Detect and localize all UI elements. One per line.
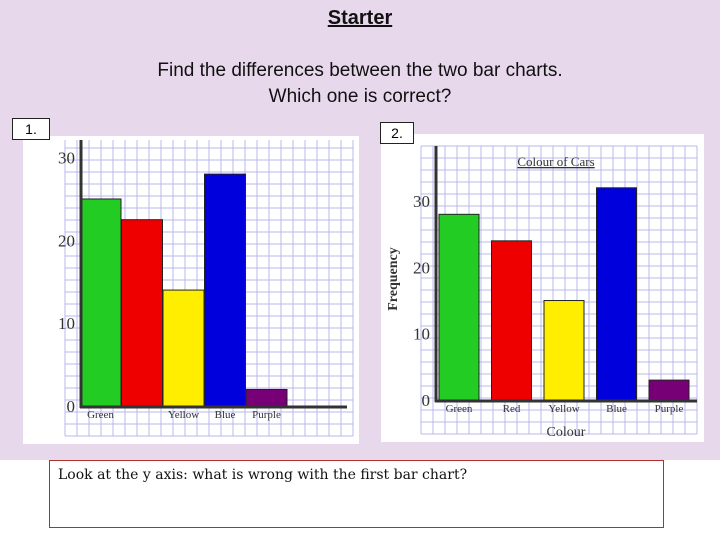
y-tick-label: 10 — [58, 314, 75, 333]
bar — [543, 300, 585, 401]
category-label: Green — [446, 403, 473, 415]
category-label: Blue — [606, 403, 627, 415]
bar — [204, 173, 246, 407]
bar — [245, 388, 288, 407]
bar — [121, 219, 163, 407]
category-label: Blue — [215, 409, 236, 421]
bar-chart-2: Green Red Yellow Blue Purple 0 10 20 30 Colour of… — [381, 134, 704, 442]
y-tick-label: 30 — [58, 149, 75, 168]
y-axis-label: Frequency — [386, 247, 401, 311]
y-tick-label: 10 — [413, 325, 430, 344]
category-label: Red — [503, 403, 521, 415]
y-tick-label: 0 — [422, 391, 431, 410]
chart-title: Colour of Cars — [517, 154, 594, 169]
bar-chart-1: Green Yellow Blue Purple 0 10 20 30 — [23, 136, 359, 444]
category-label: Purple — [252, 409, 281, 421]
y-tick-label: 0 — [67, 397, 76, 416]
instruction-text: Find the differences between the two bar… — [0, 58, 720, 110]
category-label: Green — [87, 409, 114, 421]
category-label: Yellow — [168, 409, 199, 421]
chart-2-number-label: 2. — [380, 122, 414, 144]
x-axis-label: Colour — [547, 425, 586, 440]
instruction-line-2: Which one is correct? — [268, 86, 452, 107]
bar — [438, 213, 480, 401]
bar — [79, 198, 122, 407]
category-label: Purple — [655, 403, 684, 415]
bar — [596, 187, 637, 401]
instruction-line-1: Find the differences between the two bar… — [157, 60, 563, 81]
bar — [648, 379, 690, 401]
chart-1-number-label: 1. — [12, 118, 50, 140]
y-tick-label: 20 — [58, 231, 75, 250]
y-tick-label: 20 — [413, 258, 430, 277]
answer-box[interactable]: Look at the y axis: what is wrong with t… — [49, 460, 664, 528]
category-label: Yellow — [548, 403, 579, 415]
bar — [491, 240, 532, 401]
y-tick-label: 30 — [413, 192, 430, 211]
slide-title: Starter — [327, 7, 393, 29]
bar — [162, 289, 205, 407]
question-text: Look at the y axis: what is wrong with t… — [58, 467, 468, 483]
